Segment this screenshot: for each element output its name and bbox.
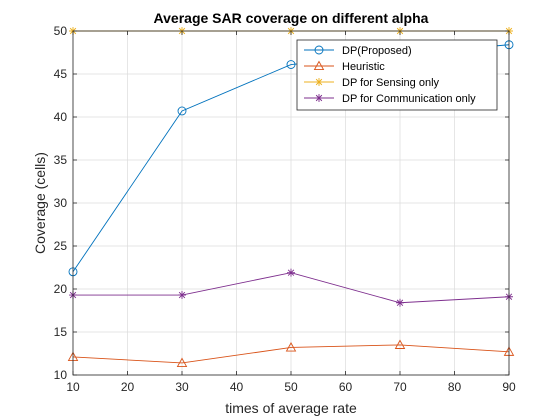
legend-marker [315, 78, 323, 86]
chart-title: Average SAR coverage on different alpha [154, 10, 429, 26]
y-tick-label: 35 [54, 153, 68, 167]
x-tick-label: 50 [284, 380, 298, 394]
legend-entry: DP for Communication only [342, 93, 476, 105]
data-point [286, 60, 296, 69]
data-point [177, 106, 187, 116]
y-tick-label: 25 [54, 239, 68, 253]
y-tick-label: 30 [54, 196, 68, 210]
ticks [72, 30, 510, 376]
x-tick-label: 30 [175, 380, 189, 394]
data-point [178, 291, 186, 300]
legend-marker [314, 45, 324, 55]
data-point [176, 357, 188, 368]
x-axis-label: times of average rate [225, 400, 357, 416]
tick-labels: 10 20 30 40 50 60 70 80 90 10 15 20 25 30 35 40 45 50 [54, 24, 516, 394]
x-tick-label: 70 [393, 380, 407, 394]
y-tick-label: 40 [54, 110, 68, 124]
y-tick-label: 20 [54, 282, 68, 296]
legend-entry: Heuristic [342, 61, 385, 73]
data-point [396, 298, 404, 307]
y-tick-label: 50 [54, 24, 68, 38]
y-tick-label: 45 [54, 67, 68, 81]
data-point [285, 342, 297, 352]
x-tick-label: 60 [339, 380, 353, 394]
x-tick-label: 40 [230, 380, 244, 394]
x-tick-label: 20 [121, 380, 135, 394]
legend-marker [315, 94, 323, 102]
y-axis-label: Coverage (cells) [32, 152, 48, 254]
legend: DP(Proposed) Heuristic DP for Sensing only… [296, 39, 498, 111]
legend-entry: DP for Sensing only [342, 77, 440, 89]
legend-entry: DP(Proposed) [342, 45, 412, 57]
data-point [394, 339, 406, 349]
x-tick-label: 80 [448, 380, 462, 394]
series-line [72, 344, 510, 364]
y-tick-label: 15 [54, 325, 68, 339]
legend-marker [313, 60, 325, 71]
x-tick-label: 10 [66, 380, 80, 394]
y-tick-label: 10 [54, 368, 68, 382]
x-tick-label: 90 [502, 380, 516, 394]
data-point [287, 268, 295, 277]
